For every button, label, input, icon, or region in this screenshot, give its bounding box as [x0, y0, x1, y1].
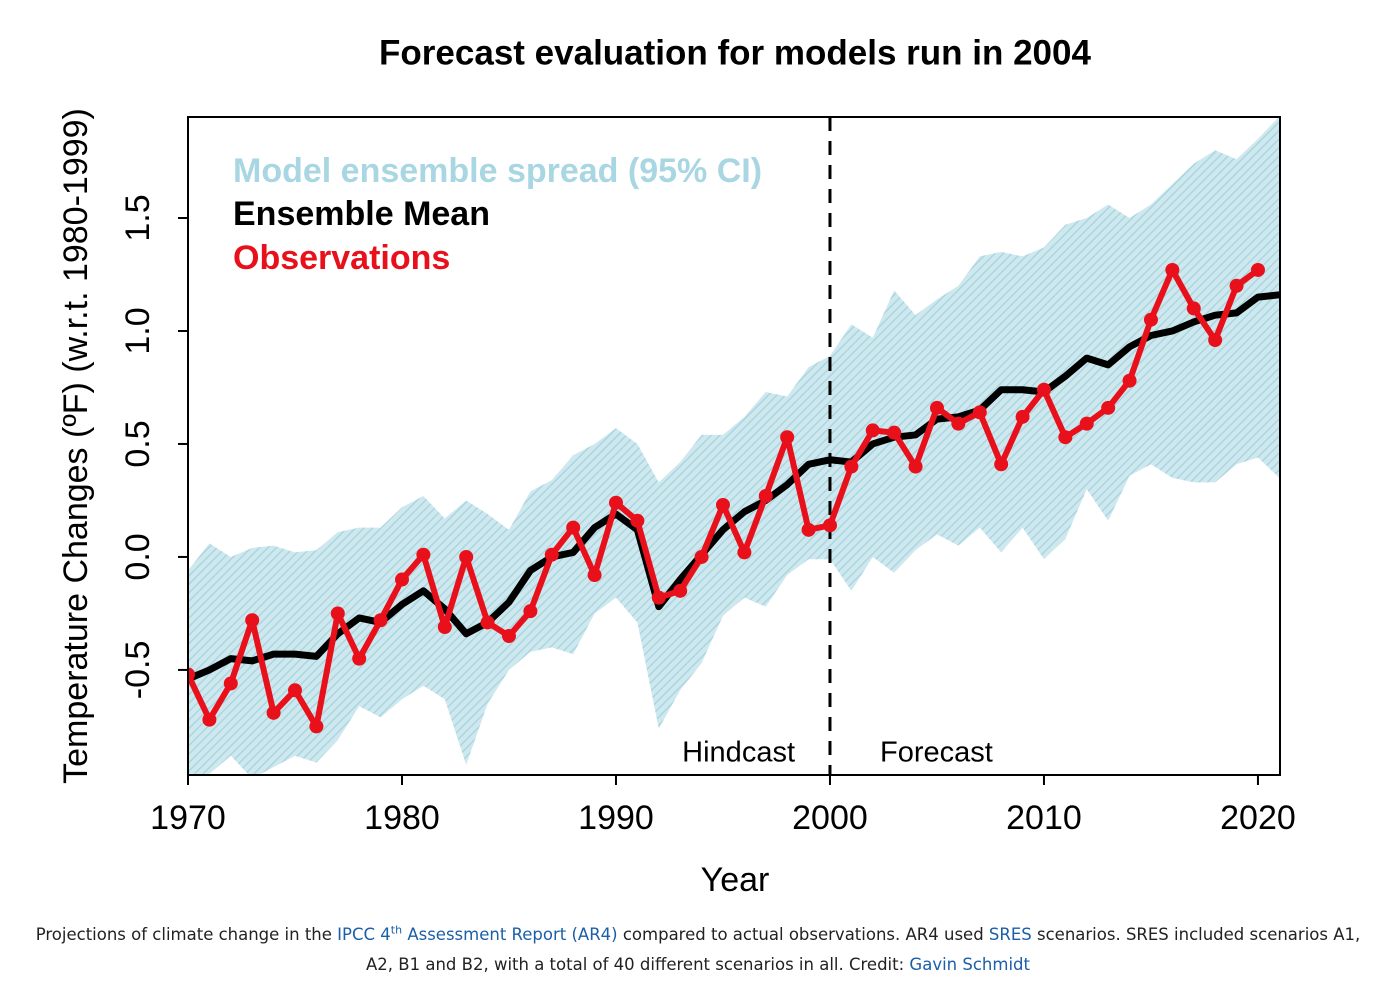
data-point — [608, 495, 623, 510]
x-tick-label: 1990 — [578, 799, 654, 837]
data-point — [758, 488, 773, 503]
data-point — [865, 423, 880, 438]
caption-link[interactable]: th — [390, 923, 403, 937]
x-tick-label: 2020 — [1220, 799, 1296, 837]
x-tick-label: 2000 — [792, 799, 868, 837]
data-point — [394, 572, 409, 587]
data-point — [373, 613, 388, 628]
data-point — [1058, 430, 1073, 445]
data-point — [630, 513, 645, 528]
ci-band — [188, 117, 1280, 775]
data-point — [951, 416, 966, 431]
data-point — [801, 522, 816, 537]
data-point — [330, 606, 345, 621]
x-tick-label: 1980 — [364, 799, 440, 837]
data-point — [287, 683, 302, 698]
data-point — [715, 497, 730, 512]
series-line — [188, 291, 1280, 683]
data-point — [972, 405, 987, 420]
data-point — [673, 583, 688, 598]
data-point — [908, 459, 923, 474]
data-point — [994, 457, 1009, 472]
legend-entry: Ensemble Mean — [233, 195, 490, 233]
caption: Projections of climate change in the IPC… — [20, 920, 1376, 980]
data-point — [694, 549, 709, 564]
caption-link[interactable]: Assessment Report (AR4) — [402, 925, 618, 944]
data-point — [480, 615, 495, 630]
x-tick-label: 1970 — [150, 799, 226, 837]
caption-text: Projections of climate change in the — [35, 925, 338, 944]
data-point — [1250, 262, 1265, 277]
chart-title: Forecast evaluation for models run in 20… — [379, 33, 1091, 72]
data-point — [501, 629, 516, 644]
data-point — [822, 518, 837, 533]
caption-text: compared to actual observations. AR4 use… — [617, 925, 989, 944]
data-point — [202, 712, 217, 727]
data-point — [651, 590, 666, 605]
data-point — [352, 651, 367, 666]
data-point — [1208, 333, 1223, 348]
data-point — [1036, 382, 1051, 397]
caption-link[interactable]: Gavin Schmidt — [909, 955, 1030, 974]
data-point — [737, 545, 752, 560]
data-point — [459, 549, 474, 564]
data-point — [188, 667, 195, 682]
annotation: Forecast — [880, 737, 993, 769]
caption-link[interactable]: SRES — [988, 925, 1032, 944]
data-point — [566, 520, 581, 535]
data-point — [437, 619, 452, 634]
data-point — [1015, 409, 1030, 424]
data-point — [1229, 278, 1244, 293]
chart: Forecast evaluation for models run in 20… — [57, 33, 1296, 899]
data-point — [309, 719, 324, 734]
data-point — [544, 547, 559, 562]
data-point — [887, 425, 902, 440]
data-point — [929, 400, 944, 415]
y-tick-label: 0.5 — [119, 420, 157, 467]
plot-frame — [187, 116, 1281, 776]
legend-entry: Observations — [233, 239, 450, 277]
caption-text: scenarios. SRES included scenarios A1, A… — [366, 925, 1361, 974]
data-point — [523, 604, 538, 619]
data-point — [245, 613, 260, 628]
x-tick-label: 2010 — [1006, 799, 1082, 837]
data-point — [1143, 312, 1158, 327]
data-point — [1122, 373, 1137, 388]
annotation: Hindcast — [682, 737, 795, 769]
legend-entry: Model ensemble spread (95% CI) — [233, 152, 762, 190]
y-axis-label: Temperature Changes (ºF) (w.r.t. 1980-19… — [57, 108, 95, 784]
data-point — [1186, 301, 1201, 316]
data-point — [780, 430, 795, 445]
y-tick-label: -0.5 — [119, 641, 157, 700]
data-point — [587, 568, 602, 583]
data-point — [416, 547, 431, 562]
data-point — [266, 705, 281, 720]
plot-area — [188, 117, 1280, 775]
y-tick-label: 1.0 — [119, 307, 157, 354]
y-tick-label: 0.0 — [119, 533, 157, 580]
data-point — [1101, 400, 1116, 415]
data-point — [1079, 416, 1094, 431]
y-tick-label: 1.5 — [119, 194, 157, 241]
data-point — [1165, 262, 1180, 277]
data-point — [223, 676, 238, 691]
caption-link[interactable]: IPCC 4 — [337, 925, 391, 944]
x-axis-label: Year — [701, 861, 770, 899]
data-point — [844, 459, 859, 474]
